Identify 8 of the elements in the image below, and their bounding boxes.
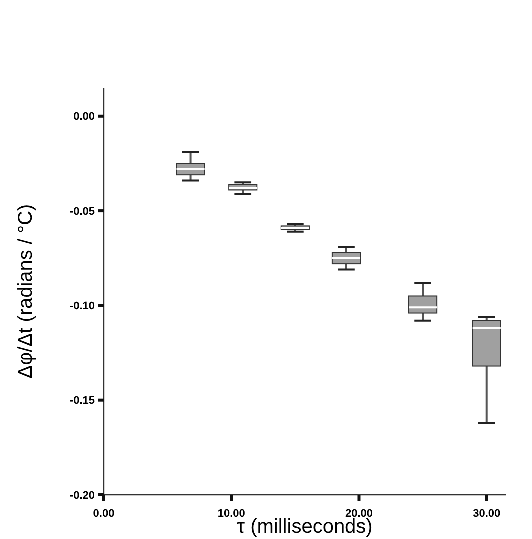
y-axis-title: Δφ/Δt (radians / °C): [15, 204, 37, 379]
y-tick-label: -0.10: [70, 300, 95, 313]
x-tick-label: 30.00: [473, 508, 501, 520]
y-tick-label: -0.05: [70, 206, 95, 218]
y-tick-label: 0.00: [74, 111, 95, 124]
y-tick-label: -0.20: [70, 490, 95, 502]
x-tick-label: 0.00: [93, 508, 115, 520]
y-tick-label: -0.15: [70, 395, 95, 408]
